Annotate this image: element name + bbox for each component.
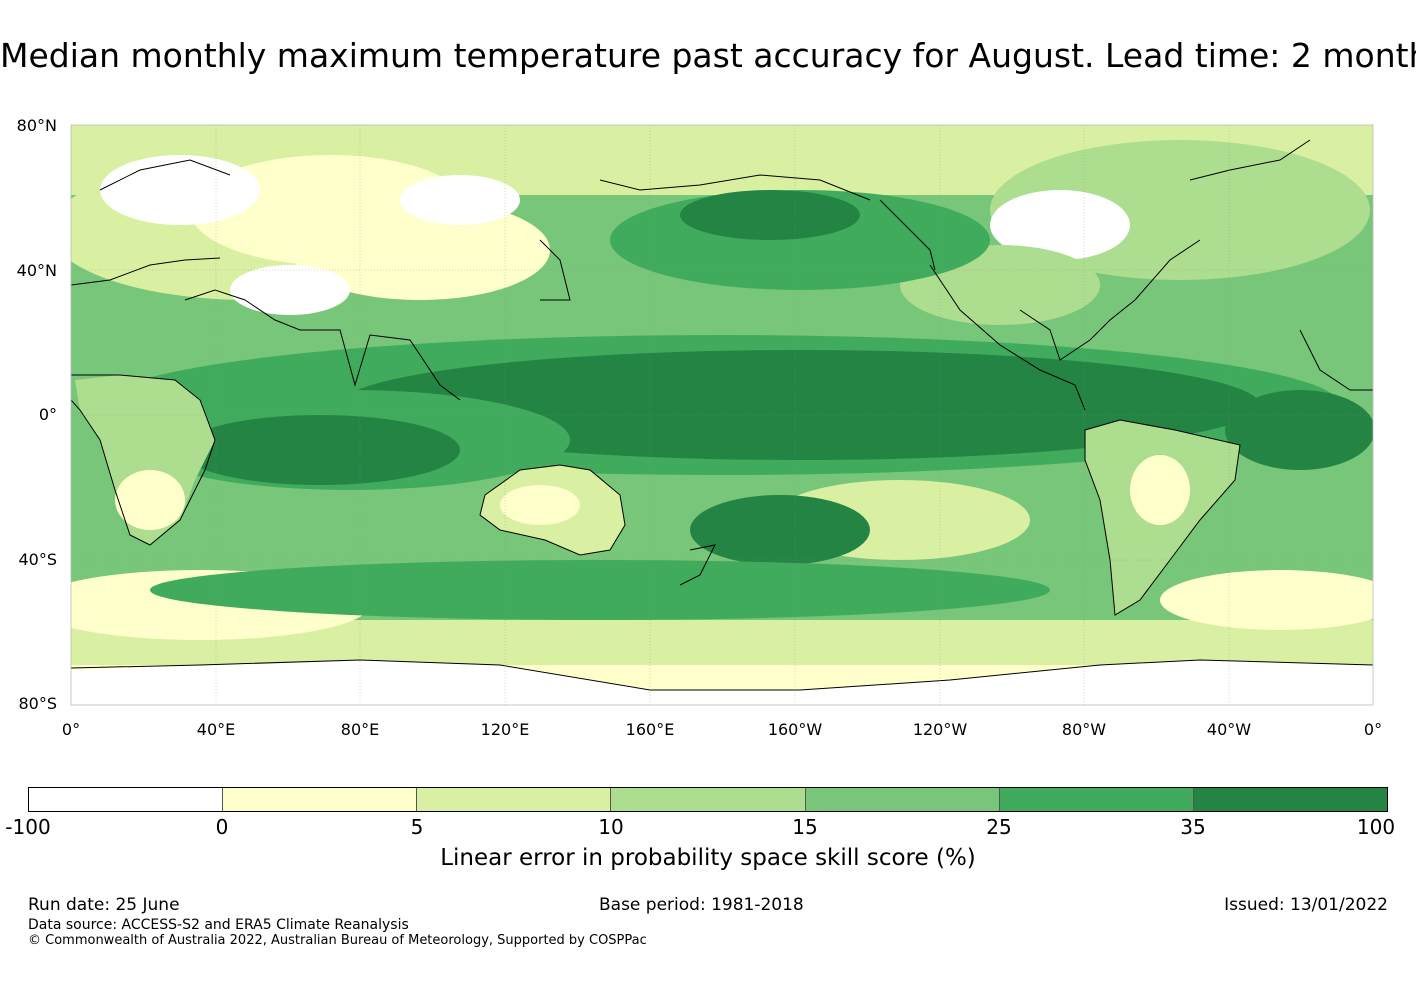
colorbar-tick: 100 [1356,815,1396,839]
issued-date: Issued: 13/01/2022 [1224,895,1388,915]
base-period: Base period: 1981-2018 [599,895,804,915]
colorbar-tick: 10 [598,815,624,839]
lat-label-40n: 40°N [16,261,57,280]
lon-label-160e: 160°E [625,720,675,739]
colorbar-segment [29,788,224,811]
lon-label-0-right: 0° [1363,720,1383,739]
colorbar-segment [1193,788,1387,811]
colorbar-segment [999,788,1194,811]
colorbar-segment [417,788,612,811]
lon-label-120w: 120°W [912,720,968,739]
lon-label-160w: 160°W [767,720,823,739]
copyright-notice: © Commonwealth of Australia 2022, Austra… [28,933,647,948]
map-title: Median monthly maximum temperature past … [0,36,1416,75]
lat-label-80n: 80°N [16,116,57,135]
colorbar [28,787,1388,812]
colorbar-segment [611,788,806,811]
run-date: Run date: 25 June [28,895,180,915]
lat-label-80s: 80°S [18,694,57,713]
data-source: Data source: ACCESS-S2 and ERA5 Climate … [28,917,409,933]
colorbar-tick: 0 [215,815,229,839]
lon-label-0-left: 0° [61,720,81,739]
lon-label-80e: 80°E [340,720,380,739]
colorbar-tick: 35 [1180,815,1206,839]
lon-label-40w: 40°W [1206,720,1252,739]
colorbar-tick: 5 [410,815,424,839]
lon-label-120e: 120°E [480,720,530,739]
colorbar-tick: -100 [5,815,51,839]
graticule [71,125,1373,705]
lon-label-80w: 80°W [1061,720,1107,739]
colorbar-tick: 15 [792,815,818,839]
lat-label-40s: 40°S [18,550,57,569]
colorbar-label: Linear error in probability space skill … [440,845,976,871]
coastlines [71,139,1373,691]
lon-label-40e: 40°E [196,720,236,739]
colorbar-segment [805,788,1000,811]
lat-label-eq: 0° [38,405,57,424]
colorbar-tick: 25 [986,815,1012,839]
skill-field [71,125,1373,705]
colorbar-segment [223,788,418,811]
